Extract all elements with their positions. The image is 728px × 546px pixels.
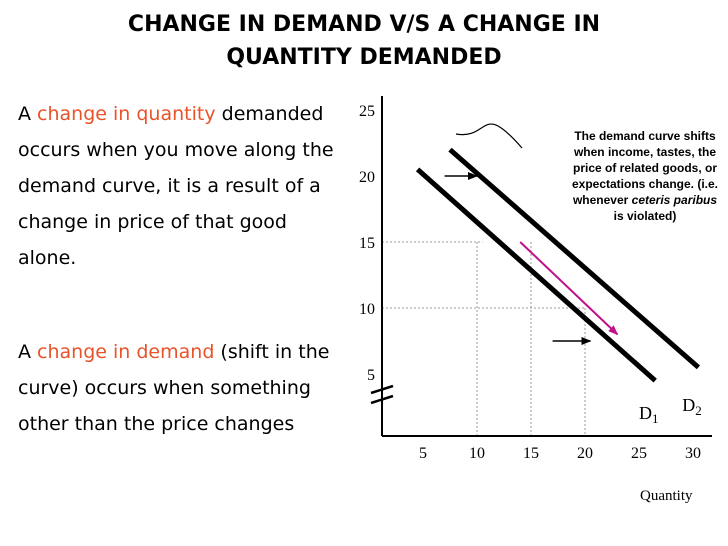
p1-highlight: change in quantity xyxy=(37,103,216,125)
x-tick-label: 5 xyxy=(419,445,427,462)
title-line-1: CHANGE IN DEMAND V/S A CHANGE IN xyxy=(127,12,601,37)
x-tick-label: 20 xyxy=(577,445,593,462)
axis-break-mark-1 xyxy=(370,384,394,395)
x-tick-label: 15 xyxy=(523,445,539,462)
x-axis-label: Quantity xyxy=(640,488,693,504)
axis-break-mark-2 xyxy=(370,394,394,405)
callout-pointer-curve xyxy=(455,123,523,149)
movement-along-curve-arrow xyxy=(519,241,619,336)
y-tick-label: 10 xyxy=(359,301,375,318)
quantity-demanded-paragraph: A change in quantity demanded occurs whe… xyxy=(18,96,338,276)
callout-note: The demand curve shifts when income, tas… xyxy=(568,128,722,224)
x-tick-label: 30 xyxy=(685,445,701,462)
demand-curves xyxy=(415,147,701,383)
p1-prefix: A xyxy=(18,103,38,125)
callout-text-after: is violated) xyxy=(613,209,677,223)
y-tick-label: 15 xyxy=(359,235,375,252)
y-tick-label: 5 xyxy=(367,367,375,384)
y-tick-label: 25 xyxy=(359,103,375,120)
p2-highlight: change in demand xyxy=(37,341,215,363)
arrows xyxy=(444,172,619,345)
x-tick-label: 10 xyxy=(469,445,485,462)
demand-curve-d1 xyxy=(415,167,657,383)
y-tick-label: 20 xyxy=(359,169,375,186)
d1-label: D1 xyxy=(639,403,659,426)
p1-rest: demanded occurs when you move along the … xyxy=(18,103,334,269)
callout-text-before: The demand curve shifts when income, tas… xyxy=(571,129,719,207)
demand-curve-d2 xyxy=(448,147,701,370)
title-line-2: QUANTITY DEMANDED xyxy=(226,45,502,70)
change-in-demand-paragraph: A change in demand (shift in the curve) … xyxy=(18,334,338,442)
reference-lines xyxy=(382,241,586,436)
callout-italic: ceteris paribus xyxy=(631,193,718,207)
axis-ticks: 5 10 15 20 25 30 5 10 15 20 25 xyxy=(359,103,701,462)
d2-label: D2 xyxy=(682,395,702,418)
slide-title: CHANGE IN DEMAND V/S A CHANGE IN QUANTIT… xyxy=(0,8,728,74)
p2-rest: (shift in the curve) occurs when somethi… xyxy=(18,341,330,435)
p2-prefix: A xyxy=(18,341,38,363)
x-tick-label: 25 xyxy=(631,445,647,462)
